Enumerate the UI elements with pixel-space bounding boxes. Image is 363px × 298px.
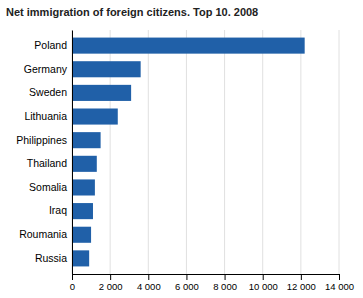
bar xyxy=(72,156,97,172)
x-tick-mark xyxy=(148,274,149,280)
y-tick-label: Somalia xyxy=(29,181,67,193)
chart: Net immigration of foreign citizens. Top… xyxy=(0,0,363,298)
grid-line xyxy=(262,30,263,274)
x-tick: 14 000 xyxy=(325,274,354,292)
y-tick: Somalia xyxy=(29,181,67,193)
bar xyxy=(72,203,93,219)
bar xyxy=(72,250,89,266)
plot: 0 2 000 4 000 6 000 8 000 10 000 12 000 14 000 R… xyxy=(16,30,354,292)
x-tick: 6 000 xyxy=(175,274,199,292)
y-tick: Philippines xyxy=(16,134,67,146)
x-tick-label: 4 000 xyxy=(137,281,161,292)
y-tick-label: Poland xyxy=(34,39,67,51)
grid xyxy=(72,30,339,274)
y-tick-label: Lithuania xyxy=(24,110,67,122)
x-tick-mark xyxy=(225,274,226,280)
x-tick-label: 8 000 xyxy=(213,281,237,292)
x-tick-mark xyxy=(72,274,73,280)
grid-line xyxy=(148,30,149,274)
x-tick: 8 000 xyxy=(213,274,237,292)
x-tick-mark xyxy=(186,274,187,280)
bars xyxy=(72,38,305,267)
bar xyxy=(72,38,305,54)
bar xyxy=(72,227,91,243)
grid-line xyxy=(300,30,301,274)
y-tick-label: Roumania xyxy=(19,228,67,240)
y-axis-line xyxy=(72,31,73,275)
x-tick-mark xyxy=(263,274,264,280)
y-tick-label: Iraq xyxy=(49,204,67,216)
x-tick: 2 000 xyxy=(99,274,123,292)
title: Net immigration of foreign citizens. Top… xyxy=(6,6,258,18)
grid-line xyxy=(224,30,225,274)
grid-line xyxy=(186,30,187,274)
y-tick: Thailand xyxy=(27,157,67,169)
x-tick: 0 xyxy=(70,274,75,292)
x-tick-label: 10 000 xyxy=(249,281,278,292)
x-tick: 12 000 xyxy=(287,274,316,292)
y-tick: Iraq xyxy=(49,204,67,216)
x-tick-label: 6 000 xyxy=(175,281,199,292)
y-tick: Poland xyxy=(34,39,67,51)
y-tick: Lithuania xyxy=(24,110,67,122)
x-tick-label: 12 000 xyxy=(287,281,316,292)
x-tick-label: 0 xyxy=(70,281,75,292)
y-tick-label: Russia xyxy=(35,252,67,264)
y-tick-label: Germany xyxy=(24,63,68,75)
y-tick: Roumania xyxy=(19,228,67,240)
grid-line xyxy=(339,30,340,274)
y-tick: Russia xyxy=(35,252,67,264)
x-tick: 4 000 xyxy=(137,274,161,292)
y-tick-label: Thailand xyxy=(27,157,67,169)
y-tick: Sweden xyxy=(29,86,67,98)
x-tick-label: 14 000 xyxy=(325,281,354,292)
bar xyxy=(72,61,141,77)
y-tick-label: Sweden xyxy=(29,86,67,98)
x-tick: 10 000 xyxy=(249,274,278,292)
bar xyxy=(72,132,101,148)
bar xyxy=(72,108,118,124)
x-tick-label: 2 000 xyxy=(99,281,123,292)
x-axis-line xyxy=(73,275,340,281)
bar xyxy=(72,179,95,195)
x-tick-mark xyxy=(339,274,340,280)
grid-line xyxy=(72,30,73,274)
x-tick-mark xyxy=(301,274,302,280)
x-tick-mark xyxy=(110,274,111,280)
y-tick-label: Philippines xyxy=(16,134,67,146)
y-axis: Russia Roumania Iraq Somalia Thailand Philipp… xyxy=(16,31,72,275)
y-tick: Germany xyxy=(24,63,68,75)
x-axis: 0 2 000 4 000 6 000 8 000 10 000 12 000 14 000 xyxy=(70,274,354,292)
bar xyxy=(72,85,131,101)
